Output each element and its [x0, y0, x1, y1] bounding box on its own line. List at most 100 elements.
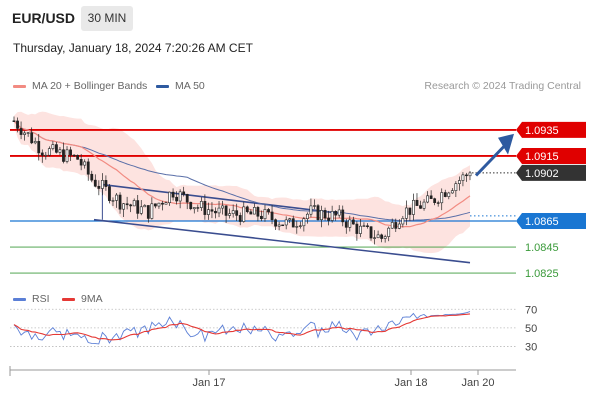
candle-body	[115, 194, 118, 201]
timeframe-button[interactable]: 30 MIN	[81, 6, 133, 31]
candle-body	[404, 207, 408, 219]
candle-body	[69, 149, 72, 156]
candle-body	[175, 196, 179, 202]
chart-datetime: Thursday, January 18, 2024 7:20:26 AM CE…	[13, 41, 253, 55]
candle-body	[461, 174, 465, 181]
candle-body	[270, 211, 274, 221]
candle-body	[118, 194, 122, 210]
candle-body	[83, 161, 87, 166]
candle-body	[203, 201, 207, 215]
candle-body	[214, 210, 217, 214]
rsi-label: RSI	[32, 293, 50, 305]
candle-body	[341, 209, 345, 223]
legend-ma50: MA 50	[156, 80, 205, 92]
candle-body	[277, 224, 281, 227]
channel-bottom-line	[93, 218, 471, 264]
candle-body	[58, 149, 62, 153]
candle-body	[16, 120, 19, 129]
level-tag-1.0915	[516, 147, 586, 164]
candle-body	[387, 227, 391, 237]
rsi-swatch	[13, 297, 26, 301]
candle-body	[263, 209, 267, 219]
candle-body	[129, 204, 133, 207]
candle-body	[426, 195, 429, 203]
level-tag-1.0935	[516, 121, 586, 138]
candle-body	[44, 154, 48, 157]
level-tag-1.0865	[516, 213, 586, 230]
candle-body	[108, 186, 111, 201]
candle-body	[143, 205, 147, 208]
candle-body	[447, 192, 451, 197]
level-label-1.0825: 1.0825	[525, 268, 559, 280]
candle-body	[90, 173, 94, 181]
ma50-swatch	[156, 84, 169, 88]
candle-body	[256, 207, 260, 217]
candle-body	[457, 180, 461, 184]
candle-body	[465, 174, 468, 177]
candle-body	[373, 237, 376, 239]
candle-body	[86, 161, 90, 175]
forecast-arrow-head	[498, 133, 514, 155]
ma20-swatch	[13, 84, 26, 88]
candle-body	[330, 210, 334, 221]
candle-body	[125, 203, 129, 206]
candle-body	[79, 159, 83, 166]
candle-body	[348, 219, 352, 228]
candle-body	[136, 200, 140, 214]
level-label-1.0935: 1.0935	[525, 125, 559, 137]
candle-body	[443, 192, 447, 197]
candle-body	[242, 206, 246, 222]
candle-body	[51, 144, 55, 149]
candle-body	[210, 209, 214, 212]
candle-body	[235, 210, 239, 216]
candle-body	[408, 207, 412, 215]
candle-body	[139, 206, 143, 214]
candle-body	[429, 195, 433, 199]
ma20-line	[13, 120, 471, 228]
level-label-1.0915: 1.0915	[525, 151, 559, 163]
candle-body	[157, 202, 161, 207]
candle-body	[351, 219, 355, 225]
candle-body	[62, 149, 65, 162]
candle-body	[309, 205, 313, 215]
candle-body	[23, 132, 27, 135]
chart-header: EUR/USD 30 MIN	[0, 0, 590, 36]
rsi-tick-label: 30	[525, 341, 537, 353]
candle-body	[260, 215, 263, 219]
x-tick-label: Jan 17	[192, 377, 225, 389]
candle-body	[171, 191, 175, 198]
candle-body	[100, 180, 104, 189]
candle-body	[284, 219, 288, 226]
credit-text: Research © 2024 Trading Central	[424, 80, 581, 92]
forecast-arrow-shaft	[474, 143, 508, 177]
candle-body	[344, 221, 348, 228]
candle-body	[369, 226, 373, 239]
candle-body	[454, 183, 458, 191]
candle-body	[394, 222, 398, 229]
candle-body	[238, 215, 242, 222]
candle-body	[97, 185, 101, 189]
candle-body	[153, 203, 157, 207]
candle-body	[207, 209, 210, 215]
legend-ma20: MA 20 + Bollinger Bands	[13, 80, 147, 92]
candle-body	[221, 205, 224, 209]
candle-body	[47, 148, 51, 156]
last-price-tag	[516, 164, 586, 181]
candle-body	[76, 154, 80, 160]
candle-body	[19, 128, 23, 135]
candle-body	[468, 172, 472, 177]
candle-body	[327, 217, 331, 221]
x-tick-label: Jan 18	[394, 377, 427, 389]
candle-body	[440, 192, 444, 204]
candle-body	[168, 191, 171, 204]
candle-body	[320, 210, 323, 220]
candle-body	[436, 202, 440, 204]
candle-body	[267, 209, 270, 213]
candle-body	[362, 225, 366, 227]
candle-body	[26, 132, 30, 134]
candle-body	[305, 213, 309, 219]
candle-body	[302, 218, 306, 227]
candle-body	[355, 223, 359, 234]
candle-body	[245, 206, 249, 213]
